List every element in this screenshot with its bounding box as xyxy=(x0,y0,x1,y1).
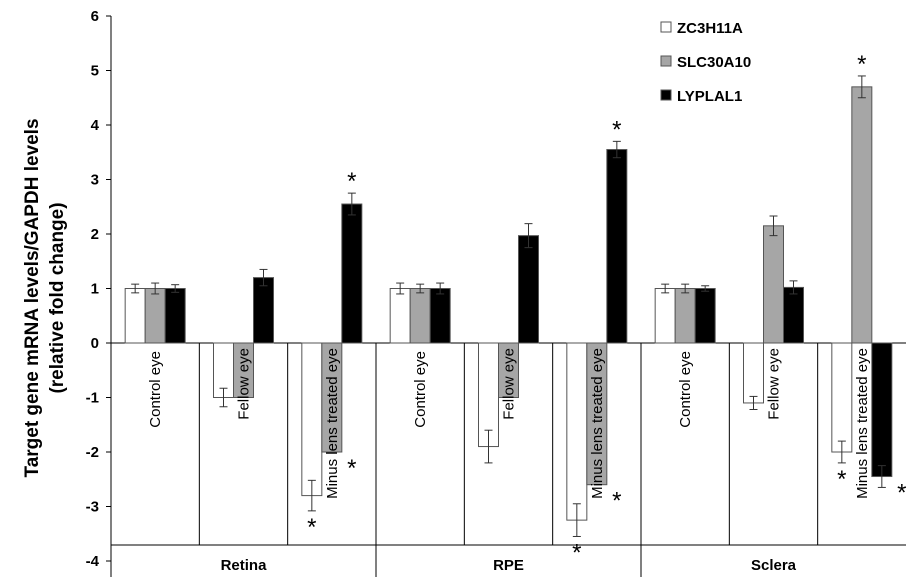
condition-label: Control eye xyxy=(677,351,694,428)
bar-lyplal1 xyxy=(694,288,716,344)
significance-marker: * xyxy=(612,116,621,143)
bar-slc30a10 xyxy=(144,288,166,344)
legend-label: SLC30A10 xyxy=(677,54,751,71)
bar-lyplal1 xyxy=(341,203,363,344)
y-tick-label: 3 xyxy=(91,172,99,189)
bars: * * * * * * * * * xyxy=(124,51,907,566)
y-tick-label: 2 xyxy=(91,226,99,243)
significance-marker: * xyxy=(307,514,316,541)
bar-slc30a10 xyxy=(674,288,696,344)
legend: ZC3H11A SLC30A10 LYPLAL1 xyxy=(660,20,751,105)
condition-label: Minus lens treated eye xyxy=(589,348,606,499)
bar-slc30a10 xyxy=(409,288,431,344)
bar-zc3h11a xyxy=(389,288,411,344)
legend-label: ZC3H11A xyxy=(677,20,743,37)
significance-marker: * xyxy=(857,51,866,78)
bar-zc3h11a xyxy=(566,342,588,521)
y-tick-label: -2 xyxy=(86,444,99,461)
bar-lyplal1 xyxy=(783,286,804,344)
y-axis-label: Target gene mRNA levels/GAPDH levels xyxy=(22,118,43,477)
bar-slc30a10 xyxy=(321,342,343,453)
significance-marker: * xyxy=(837,466,846,493)
bar-lyplal1 xyxy=(606,149,628,344)
significance-marker: * xyxy=(572,539,581,566)
bar-zc3h11a xyxy=(831,342,853,453)
bar-lyplal1 xyxy=(871,342,893,478)
bar-zc3h11a xyxy=(124,288,146,344)
condition-label: Control eye xyxy=(412,351,429,428)
y-axis-title: Target gene mRNA levels/GAPDH levels (re… xyxy=(22,118,68,477)
condition-label: Minus lens treated eye xyxy=(324,348,341,499)
condition-label: Fellow eye xyxy=(236,348,253,420)
significance-marker: * xyxy=(347,455,356,482)
tissue-label: RPE xyxy=(493,557,524,574)
bar-slc30a10 xyxy=(233,342,254,398)
y-tick-label: -3 xyxy=(86,499,99,516)
condition-label: Fellow eye xyxy=(501,348,518,420)
bar-lyplal1 xyxy=(253,277,274,344)
legend-swatch xyxy=(660,55,672,67)
bar-lyplal1 xyxy=(164,288,186,344)
bar-zc3h11a xyxy=(301,342,323,497)
legend-label: LYPLAL1 xyxy=(677,88,742,105)
bar-slc30a10 xyxy=(851,86,873,344)
tissue-label: Retina xyxy=(221,557,268,574)
bar-lyplal1 xyxy=(429,288,451,344)
y-axis-label-secondary: (relative fold change) xyxy=(47,202,68,393)
y-tick-label: 6 xyxy=(91,8,99,25)
y-tick-label: -1 xyxy=(86,390,99,407)
legend-swatch xyxy=(660,21,672,33)
condition-label: Fellow eye xyxy=(766,348,783,420)
significance-marker: * xyxy=(612,488,621,515)
condition-label: Control eye xyxy=(147,351,164,428)
y-tick-label: 1 xyxy=(91,281,99,298)
y-tick-label: 4 xyxy=(91,117,100,134)
bar-slc30a10 xyxy=(586,342,608,486)
bar-slc30a10 xyxy=(763,225,784,344)
legend-swatch xyxy=(660,89,672,101)
bar-zc3h11a xyxy=(654,288,676,344)
condition-label: Minus lens treated eye xyxy=(854,348,871,499)
bar-zc3h11a xyxy=(743,342,764,404)
y-tick-label: 0 xyxy=(91,335,99,352)
bar-slc30a10 xyxy=(498,342,519,398)
significance-marker: * xyxy=(897,480,906,507)
y-tick-label: 5 xyxy=(91,63,99,80)
tissue-label: Sclera xyxy=(751,557,797,574)
significance-marker: * xyxy=(347,168,356,195)
bar-lyplal1 xyxy=(518,235,539,344)
y-tick-label: -4 xyxy=(86,553,100,570)
x-category-labels: Control eye Fellow eye Minus lens treated … xyxy=(147,348,871,574)
